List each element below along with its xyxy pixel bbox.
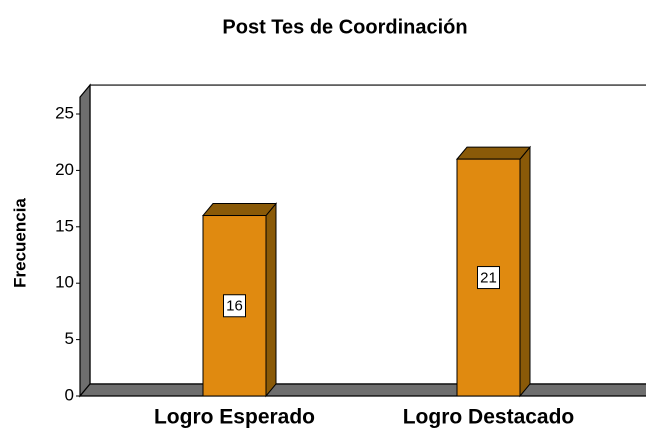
left-wall [79,83,91,398]
value-label-box [477,266,500,290]
value-label: 21 [480,270,497,287]
y-tick-label: 10 [55,273,74,292]
y-tick-label: 0 [65,385,74,404]
y-axis-label: Frecuencia [10,198,29,288]
bar-side [519,145,531,398]
floor [78,383,646,397]
x-tick-label: Logro Esperado [154,406,315,429]
y-tick-label: 5 [65,329,74,348]
back-wall [89,84,646,385]
y-tick-label: 20 [55,160,74,179]
bar-top [455,146,532,160]
y-tick-label: 25 [55,103,74,122]
bar-side [265,202,277,398]
value-label: 16 [226,298,243,315]
x-tick-label: Logro Destacado [403,406,575,429]
bar [202,215,267,397]
chart-title: Post Tes de Coordinación [222,16,467,38]
value-label-box [223,294,246,318]
bar-top [201,203,278,217]
y-tick-label: 15 [55,216,74,235]
